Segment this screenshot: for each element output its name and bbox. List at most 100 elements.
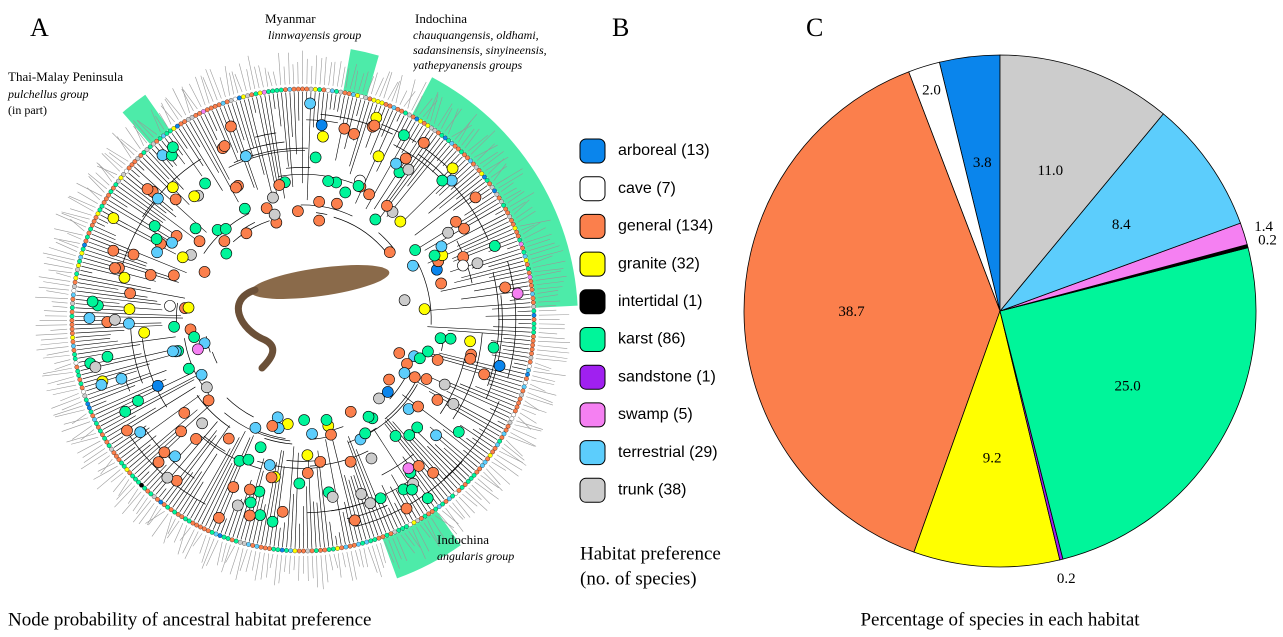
tip <box>222 535 226 539</box>
tip-label <box>274 555 277 586</box>
tip-label <box>210 69 221 98</box>
panel-letter: A <box>30 13 49 42</box>
node <box>345 406 356 417</box>
node <box>142 184 153 195</box>
tip <box>72 352 76 356</box>
node <box>190 223 201 234</box>
branch <box>277 93 281 126</box>
node <box>375 493 386 504</box>
node <box>133 395 144 406</box>
node <box>465 353 476 364</box>
tip-label <box>267 553 269 577</box>
node <box>240 151 251 162</box>
tip-label <box>329 62 332 85</box>
clade-region: Myanmar <box>265 11 316 26</box>
node <box>169 321 180 332</box>
node <box>274 180 285 191</box>
tip-label <box>520 413 537 424</box>
tip <box>314 548 318 552</box>
branch <box>291 494 294 548</box>
tip <box>72 348 76 352</box>
tip <box>89 410 93 414</box>
node <box>403 463 414 474</box>
node <box>489 240 500 251</box>
tip <box>516 234 520 238</box>
node <box>277 506 288 517</box>
node <box>170 194 181 205</box>
tip-label <box>43 355 70 358</box>
tip <box>531 330 535 334</box>
tip <box>531 296 535 300</box>
tip <box>76 263 80 267</box>
tip-label <box>62 402 82 410</box>
branch <box>85 371 137 387</box>
tip-label <box>47 257 74 264</box>
tip-label <box>36 325 67 326</box>
tip <box>347 91 351 95</box>
tip <box>364 95 368 99</box>
node <box>159 447 170 458</box>
branch <box>80 274 151 289</box>
tip-label <box>112 133 134 155</box>
tip <box>88 227 92 231</box>
branch <box>491 388 517 397</box>
tip <box>241 95 245 99</box>
tip-label <box>334 554 338 568</box>
tip-label <box>255 552 260 581</box>
tip <box>72 288 76 292</box>
branch <box>240 101 254 148</box>
node <box>292 206 303 217</box>
node <box>326 429 337 440</box>
node <box>221 248 232 259</box>
tip <box>81 390 85 394</box>
tip-label <box>47 385 77 391</box>
branch <box>281 93 288 167</box>
tip <box>259 545 263 549</box>
value-label: 11.0 <box>1037 163 1063 179</box>
branch <box>317 503 320 548</box>
tip <box>313 87 317 91</box>
branch <box>265 95 280 181</box>
node <box>373 151 384 162</box>
branch <box>332 439 357 541</box>
tip-label <box>530 384 545 391</box>
branch <box>248 99 274 203</box>
tip-label <box>248 56 255 89</box>
legend-title: Habitat preference <box>580 543 721 564</box>
tip-label <box>39 287 69 290</box>
branch <box>437 146 450 161</box>
node <box>267 516 278 527</box>
tip <box>246 542 250 546</box>
legend-swatch <box>580 252 605 276</box>
tip-label <box>533 371 565 375</box>
tip <box>396 528 400 532</box>
legend-swatch <box>580 177 605 201</box>
tip <box>87 231 91 235</box>
tip-label <box>48 270 71 273</box>
tip-label <box>189 84 201 107</box>
tip <box>527 364 531 368</box>
tip <box>522 250 526 254</box>
tip <box>339 90 343 94</box>
node <box>399 368 410 379</box>
tip <box>296 87 300 91</box>
node <box>152 247 163 258</box>
tip-label <box>53 389 78 395</box>
tip <box>242 541 246 545</box>
tip-label <box>57 381 75 385</box>
tip <box>70 323 74 327</box>
tip-label <box>504 444 524 460</box>
node <box>124 304 135 315</box>
tip <box>529 356 533 360</box>
branch <box>201 116 218 149</box>
tip <box>352 543 356 547</box>
node <box>220 223 231 234</box>
tip-label <box>133 495 144 511</box>
node <box>500 282 511 293</box>
branch <box>159 489 166 497</box>
tip <box>75 365 79 369</box>
branch <box>489 269 525 277</box>
tip-label <box>343 553 346 568</box>
tip <box>532 322 536 326</box>
branch <box>460 425 492 447</box>
